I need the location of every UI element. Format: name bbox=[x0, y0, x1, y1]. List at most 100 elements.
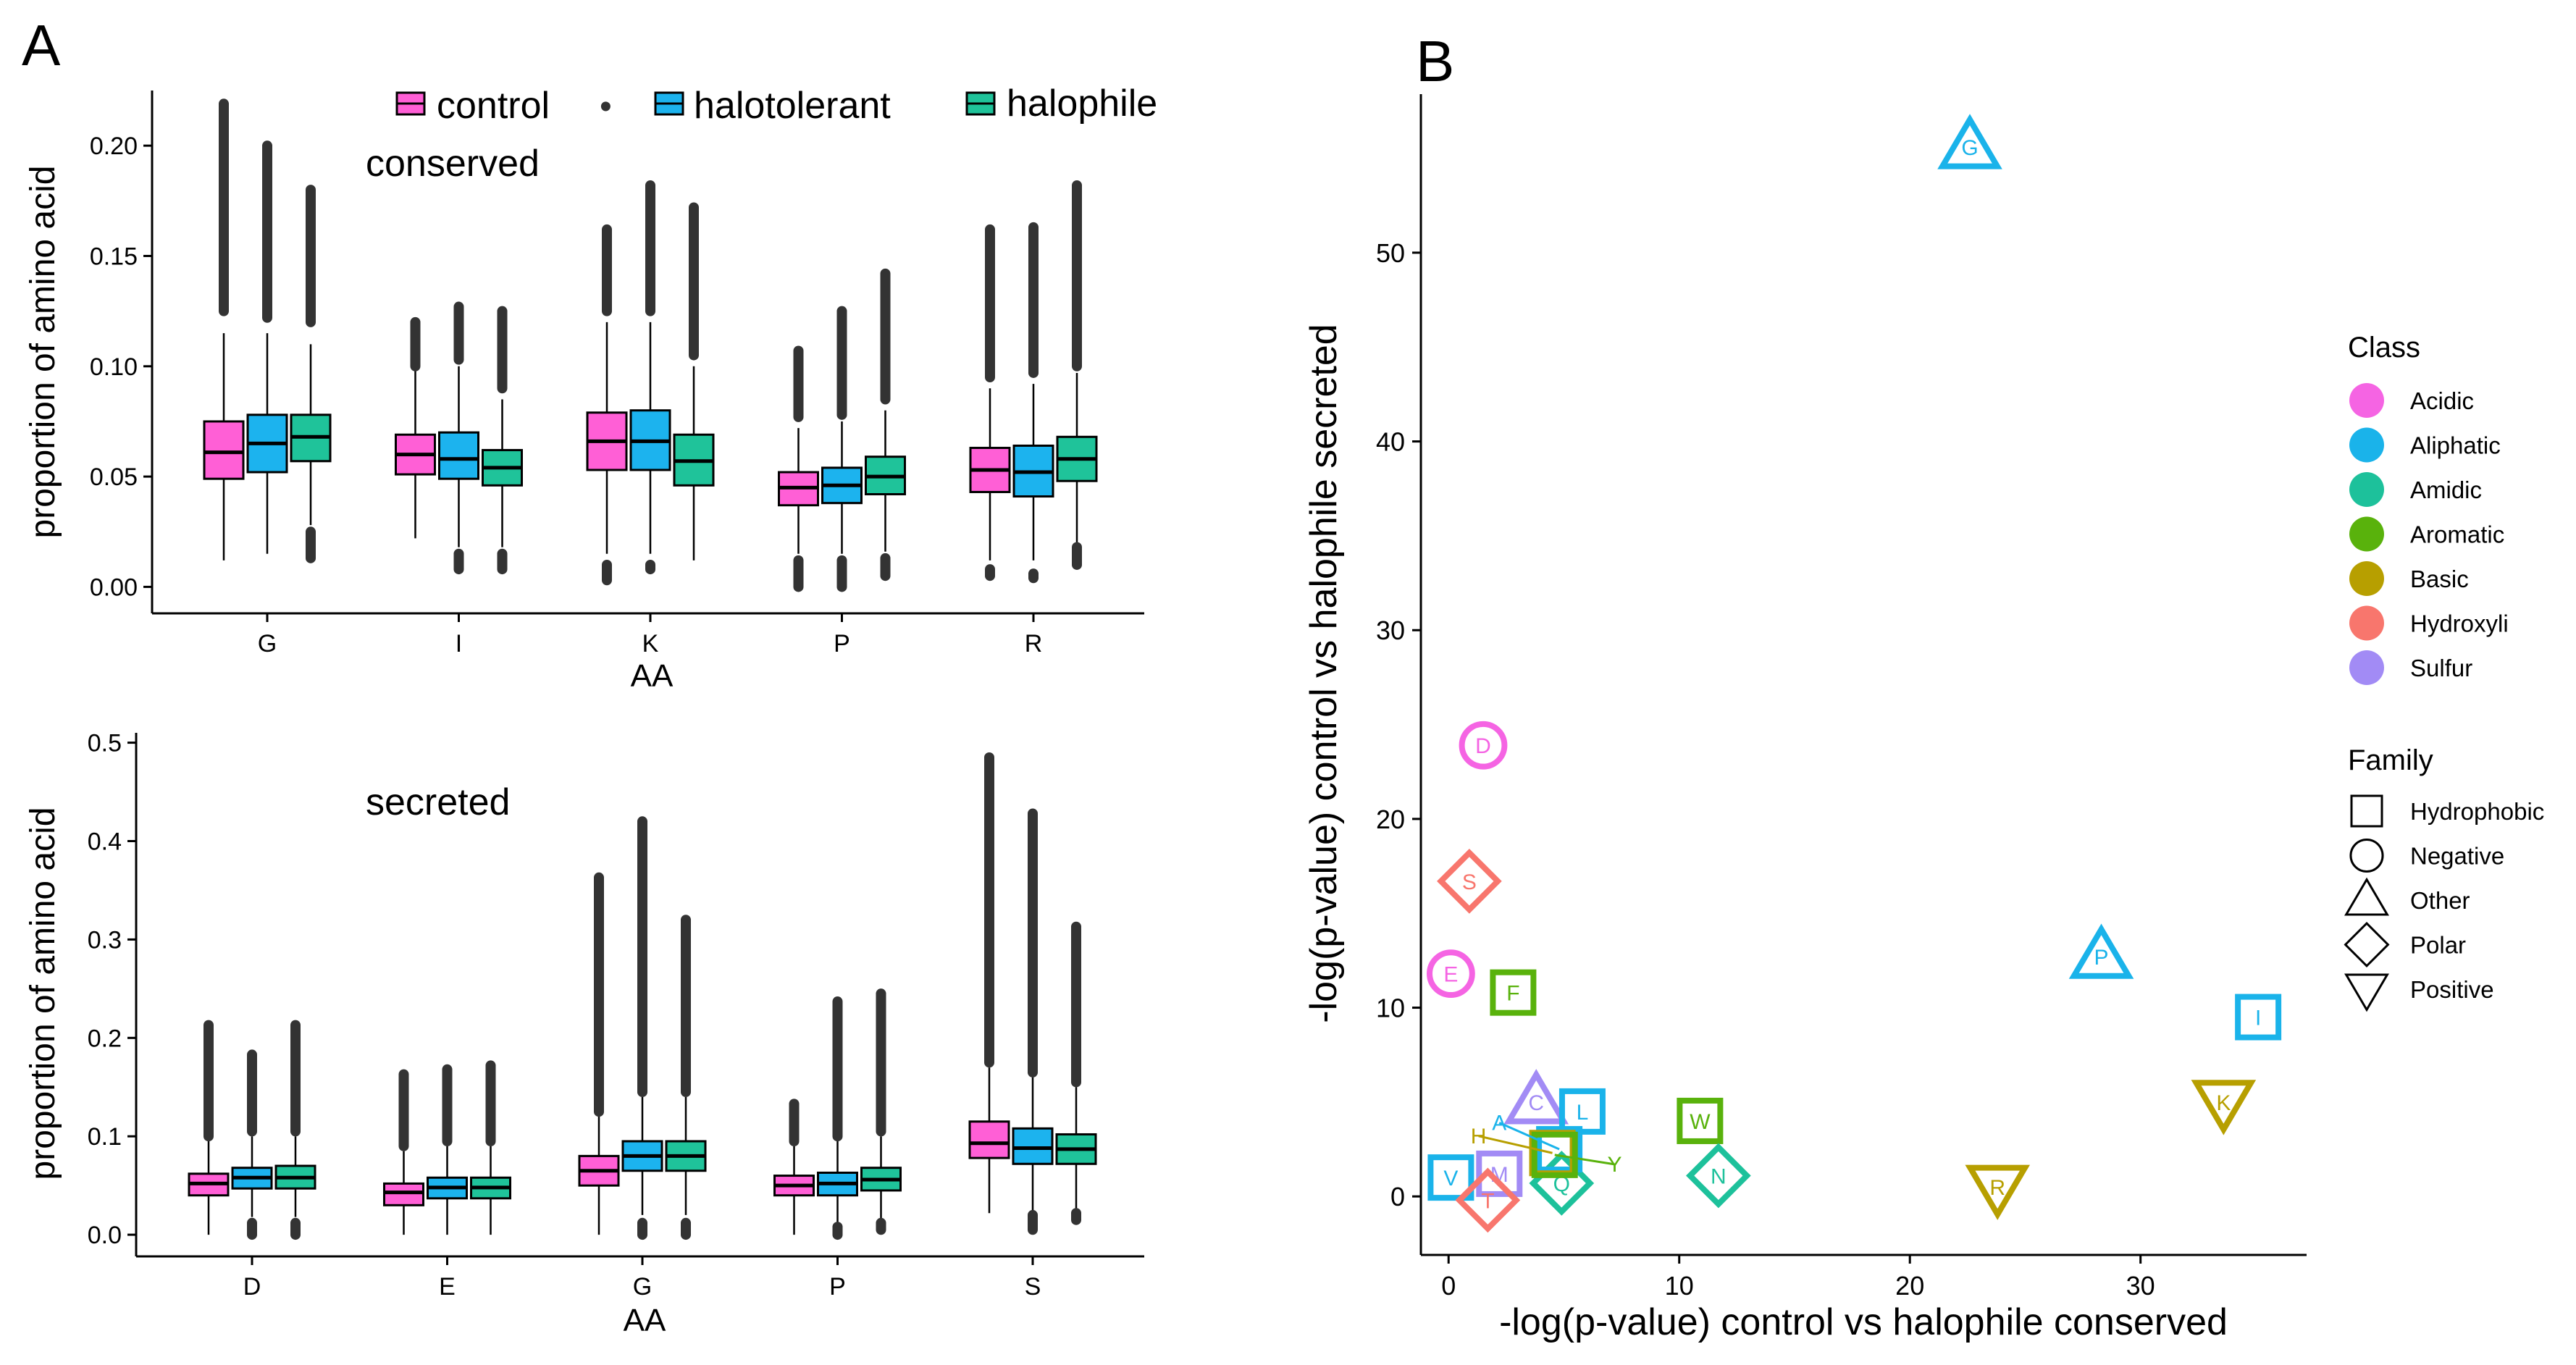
legend-class-key bbox=[2349, 561, 2384, 596]
leader-line bbox=[1554, 1154, 1615, 1166]
outlier-column bbox=[204, 1020, 214, 1142]
box-P-halophile bbox=[865, 268, 906, 581]
x-tick-label: S bbox=[1025, 1273, 1041, 1301]
outlier-column bbox=[1028, 1209, 1038, 1235]
legend-class-label: Basic bbox=[2410, 566, 2469, 592]
outlier-column bbox=[985, 224, 995, 383]
point-L: L bbox=[1558, 1088, 1606, 1135]
point-marker bbox=[1490, 969, 1537, 1016]
outlier-column bbox=[645, 180, 655, 316]
box-P-control bbox=[773, 1099, 815, 1235]
point-S: S bbox=[1437, 849, 1502, 914]
legend-class-key bbox=[2349, 427, 2384, 463]
point-marker bbox=[2068, 923, 2134, 979]
legend-family-label: Hydrophobic bbox=[2410, 798, 2544, 825]
box bbox=[438, 431, 479, 480]
legend-class-title: Class bbox=[2348, 332, 2420, 364]
legend-class-label: Aromatic bbox=[2410, 521, 2504, 548]
outlier-column bbox=[985, 564, 995, 581]
point-W: W bbox=[1677, 1097, 1724, 1144]
box bbox=[203, 420, 245, 480]
outlier-column bbox=[681, 915, 691, 1098]
outlier-column bbox=[262, 140, 272, 323]
outlier-column bbox=[594, 872, 604, 1117]
box-S-halophile bbox=[1055, 921, 1097, 1225]
outlier-column bbox=[876, 1217, 886, 1235]
outlier-column bbox=[306, 185, 316, 327]
box-I-control bbox=[395, 316, 436, 539]
point-V: V bbox=[1427, 1154, 1474, 1201]
outlier-column bbox=[1072, 542, 1082, 570]
outlier-column bbox=[497, 306, 508, 394]
outlier-column bbox=[442, 1064, 453, 1146]
point-Y bbox=[1531, 1131, 1578, 1178]
x-tick-label: D bbox=[243, 1273, 261, 1301]
box-E-halotolerant bbox=[427, 1064, 468, 1235]
point-label: P bbox=[2094, 946, 2109, 970]
y-tick-label: 0.20 bbox=[90, 133, 138, 160]
outlier-column bbox=[219, 98, 229, 316]
box-K-halophile bbox=[673, 202, 715, 560]
box-G-control bbox=[203, 98, 245, 560]
point-label: H bbox=[1471, 1125, 1487, 1148]
box-E-halophile bbox=[470, 1060, 511, 1235]
box-G-halotolerant bbox=[246, 140, 288, 554]
box-D-control bbox=[188, 1020, 230, 1235]
box-G-control bbox=[578, 872, 620, 1235]
box-K-halotolerant bbox=[629, 180, 671, 575]
point-marker bbox=[2235, 994, 2282, 1041]
point-label: E bbox=[1443, 963, 1458, 987]
point-label: V bbox=[1443, 1167, 1458, 1190]
secreted-boxplot: 0.0 0.1 0.2 0.3 0.4 0.5 D E G P S secreted AA prop… bbox=[24, 730, 1144, 1338]
point-label: D bbox=[1475, 734, 1491, 758]
outlier-column bbox=[637, 1217, 647, 1240]
y-tick-label: 20 bbox=[1376, 805, 1405, 834]
point-marker bbox=[1427, 1154, 1474, 1201]
outlier-column bbox=[1071, 1208, 1081, 1225]
point-label: W bbox=[1690, 1110, 1711, 1134]
legend-label-control: control bbox=[437, 85, 550, 127]
point-D: D bbox=[1459, 721, 1508, 770]
legend-label-halotolerant: halotolerant bbox=[694, 85, 891, 127]
conserved-boxplot: 0.00 0.05 0.10 0.15 0.20 G I K P R conserved AA p… bbox=[24, 91, 1144, 694]
outlier-column bbox=[832, 996, 843, 1142]
x-tick-label: E bbox=[439, 1273, 456, 1301]
outlier-column bbox=[398, 1069, 409, 1151]
outlier-column bbox=[1028, 222, 1039, 378]
point-label: R bbox=[1989, 1176, 2005, 1200]
legend-class-key bbox=[2349, 516, 2384, 552]
x-tick-label: 0 bbox=[1441, 1271, 1456, 1301]
scatter-legend: Class Family Acidic Aliphatic Amidic Aromat… bbox=[2344, 332, 2544, 1012]
legend-family-label: Other bbox=[2410, 887, 2470, 914]
leader-line bbox=[1498, 1122, 1560, 1151]
top-y-label: proportion of amino acid bbox=[24, 166, 62, 539]
x-tick-label: 10 bbox=[1665, 1271, 1694, 1301]
point-label: G bbox=[1961, 136, 1978, 160]
box-R-control bbox=[969, 224, 1011, 581]
outlier-column bbox=[689, 202, 699, 361]
box-G-halophile bbox=[665, 915, 707, 1240]
outlier-column bbox=[1072, 180, 1082, 371]
outlier-column bbox=[453, 548, 464, 575]
point-F: F bbox=[1490, 969, 1537, 1016]
point-marker bbox=[1503, 1069, 1569, 1125]
outlier-column bbox=[247, 1049, 257, 1137]
point-marker bbox=[1427, 949, 1475, 999]
point-I: I bbox=[2235, 994, 2282, 1041]
outlier-column bbox=[681, 1217, 691, 1240]
box-G-halophile bbox=[290, 185, 332, 563]
box-P-control bbox=[778, 345, 819, 592]
outlier-column bbox=[1028, 808, 1038, 1078]
box-R-halotolerant bbox=[1012, 222, 1054, 584]
offset-label-A: A bbox=[1492, 1112, 1560, 1151]
bottom-x-label: AA bbox=[624, 1303, 666, 1338]
legend-family-key bbox=[2344, 921, 2390, 968]
outlier-column bbox=[453, 301, 464, 365]
x-tick-label: K bbox=[642, 630, 659, 658]
outlier-column bbox=[876, 988, 886, 1137]
x-tick-label: I bbox=[456, 630, 462, 658]
legend-family-label: Positive bbox=[2410, 976, 2494, 1003]
scatter-y-label: -log(p-value) control vs halophile secre… bbox=[1303, 324, 1345, 1022]
legend-family-label: Negative bbox=[2410, 843, 2504, 870]
